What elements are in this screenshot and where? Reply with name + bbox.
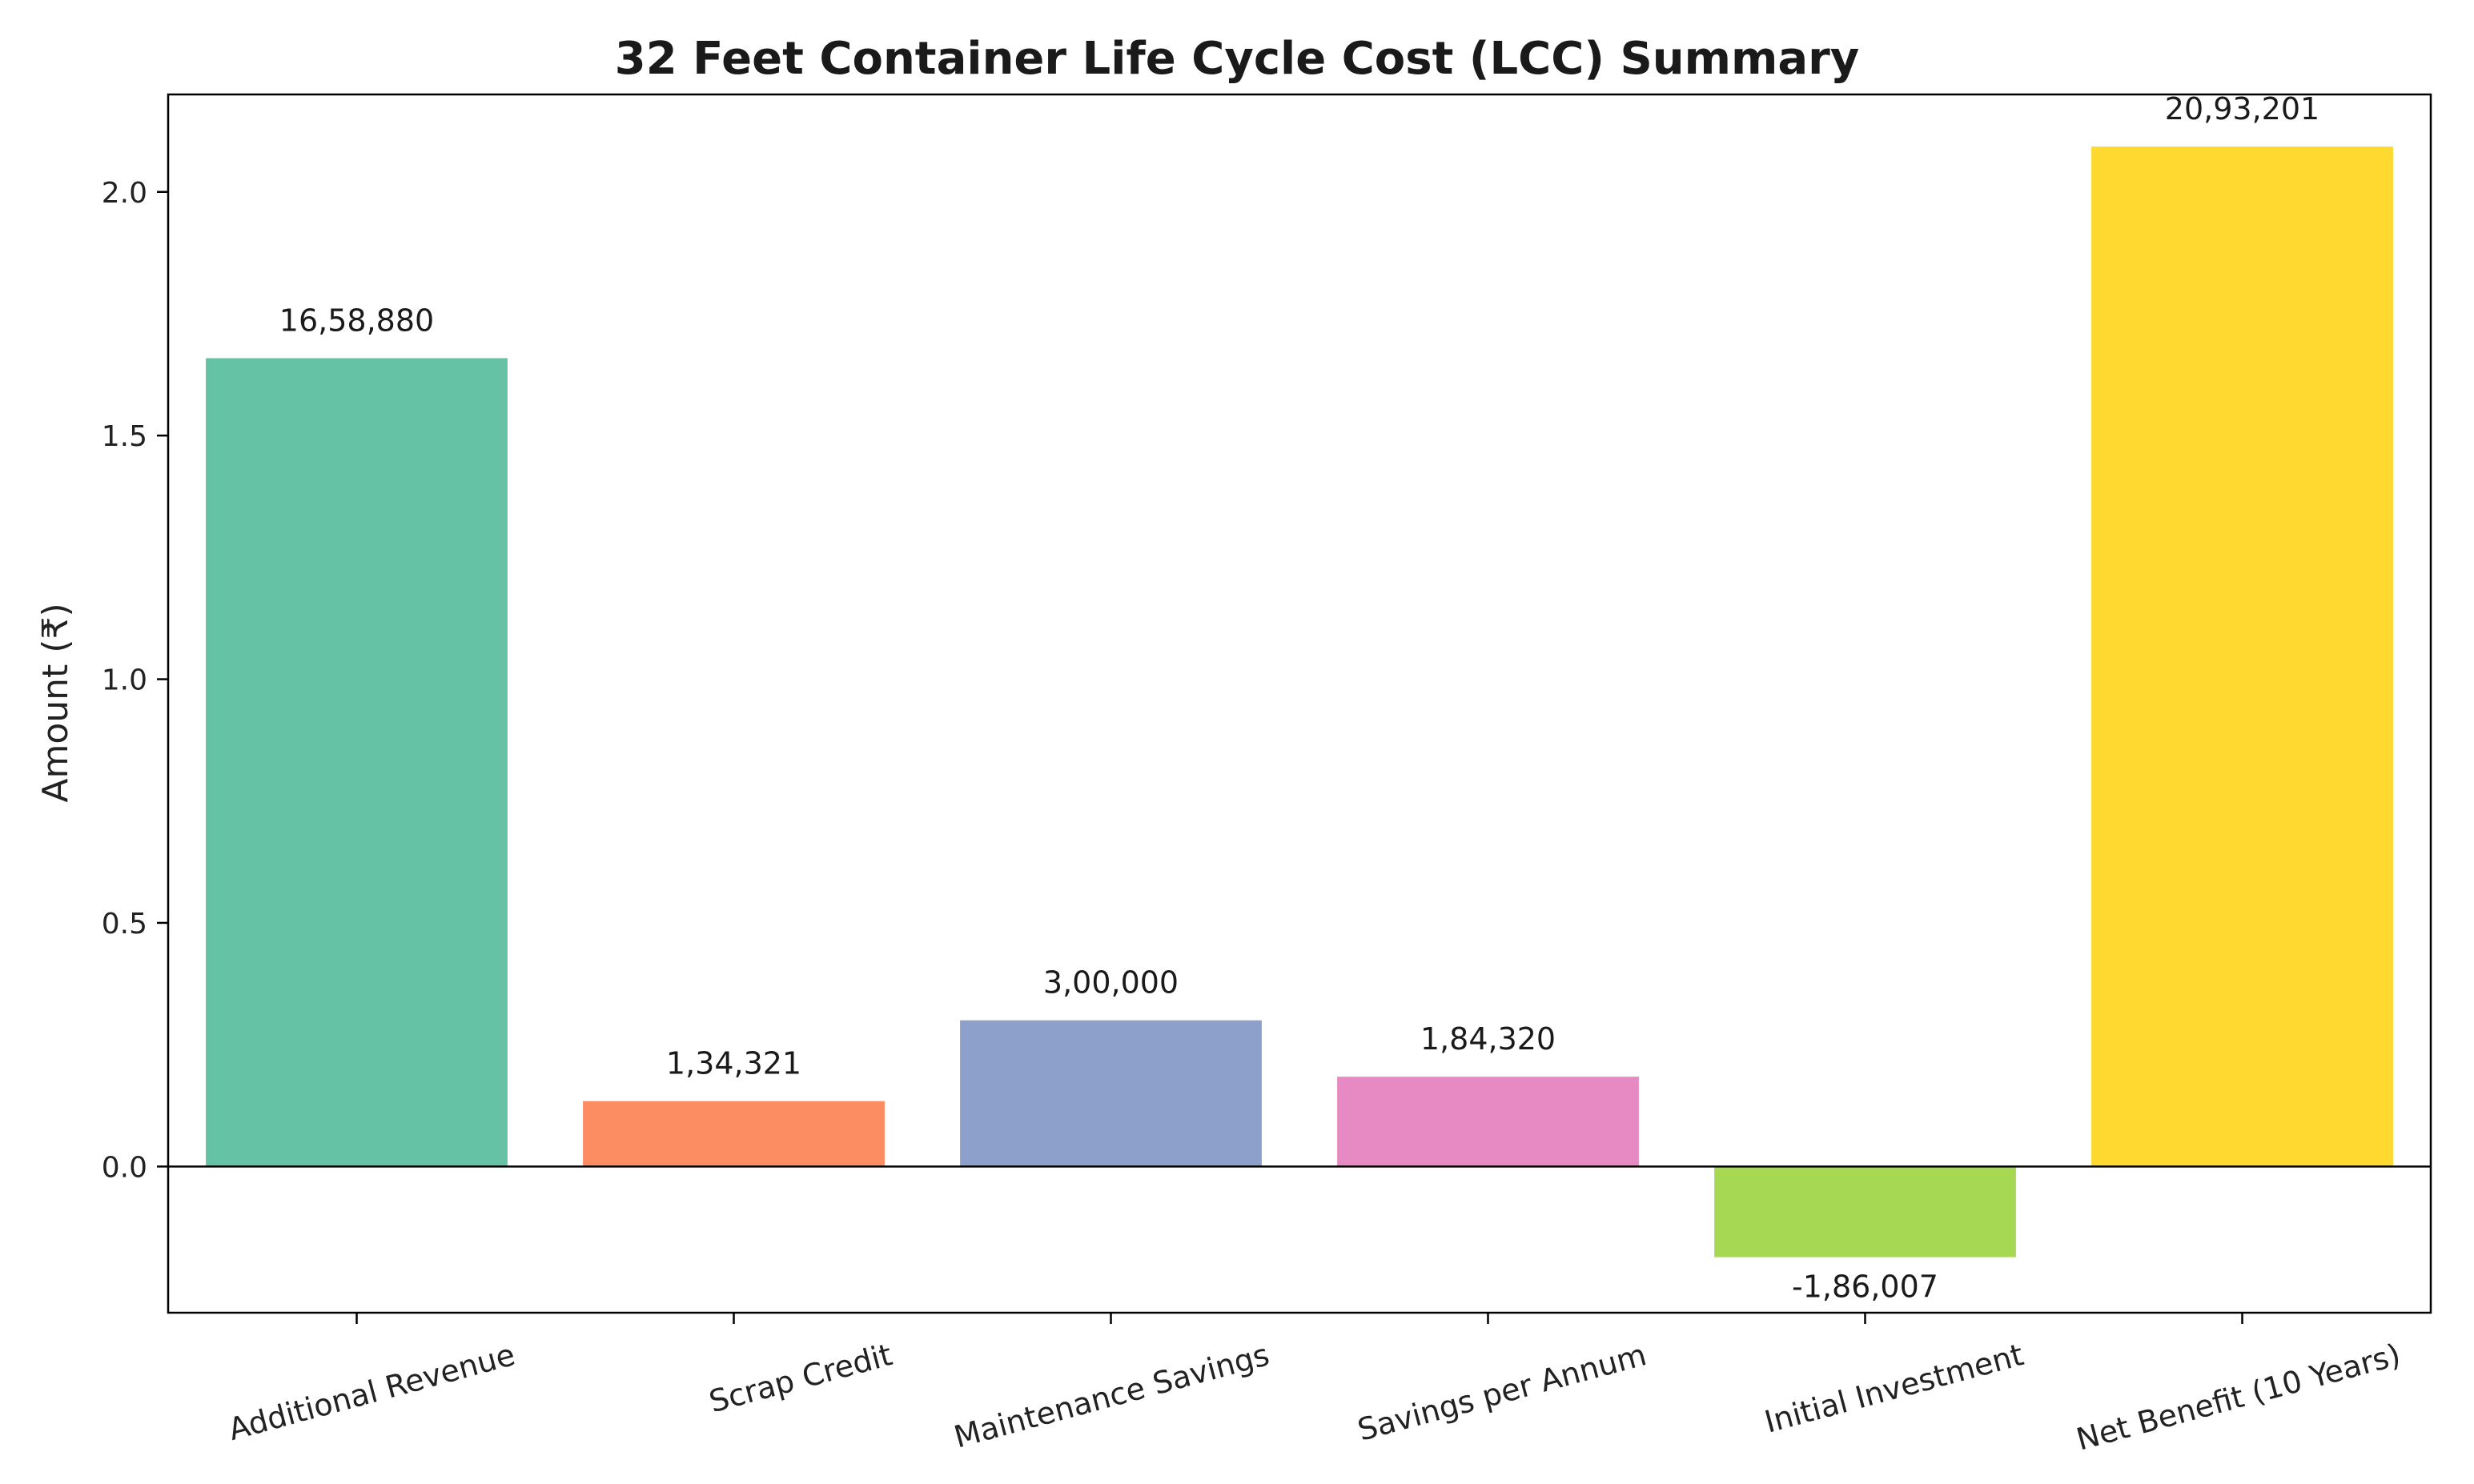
y-axis-label: Amount (₹) xyxy=(35,603,76,802)
x-tick-label-4: Initial Investment xyxy=(1761,1337,2027,1440)
x-tick-label-2: Maintenance Savings xyxy=(950,1337,1273,1454)
data-label-5: 20,93,201 xyxy=(2165,91,2319,126)
y-tick-label-1: 0.5 xyxy=(102,908,147,941)
x-tick-label-1: Scrap Credit xyxy=(705,1337,896,1419)
bar-5 xyxy=(2091,146,2393,1167)
plot-area: 16,58,880 1,34,321 3,00,000 1,84,320 -1,86,0… xyxy=(102,91,2432,1458)
y-tick-label-0: 0.0 xyxy=(102,1151,147,1184)
bar-0 xyxy=(206,358,508,1167)
chart-title: 32 Feet Container Life Cycle Cost (LCC) … xyxy=(615,33,1860,85)
bar-1 xyxy=(583,1101,885,1167)
plot-frame xyxy=(167,93,2432,1314)
x-tick-label-3: Savings per Annum xyxy=(1354,1337,1650,1448)
bar-4 xyxy=(1714,1166,2016,1257)
y-tick-label-3: 1.5 xyxy=(102,420,147,453)
y-tick-label-2: 1.0 xyxy=(102,664,147,697)
x-tick-label-0: Additional Revenue xyxy=(225,1337,519,1447)
data-label-4: -1,86,007 xyxy=(1792,1269,1938,1305)
bar-3 xyxy=(1337,1077,1639,1167)
x-tick-label-5: Net Benefit (10 Years) xyxy=(2073,1337,2404,1457)
data-label-3: 1,84,320 xyxy=(1420,1021,1556,1057)
data-label-0: 16,58,880 xyxy=(279,303,434,338)
y-tick-label-4: 2.0 xyxy=(102,177,147,210)
data-label-2: 3,00,000 xyxy=(1043,965,1179,1001)
bar-2 xyxy=(960,1020,1262,1167)
data-label-1: 1,34,321 xyxy=(666,1046,801,1081)
